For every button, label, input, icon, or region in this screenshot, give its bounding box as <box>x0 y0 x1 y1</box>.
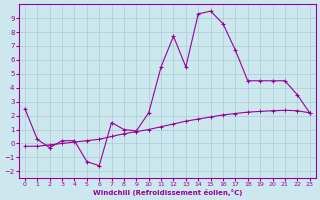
X-axis label: Windchill (Refroidissement éolien,°C): Windchill (Refroidissement éolien,°C) <box>92 189 242 196</box>
